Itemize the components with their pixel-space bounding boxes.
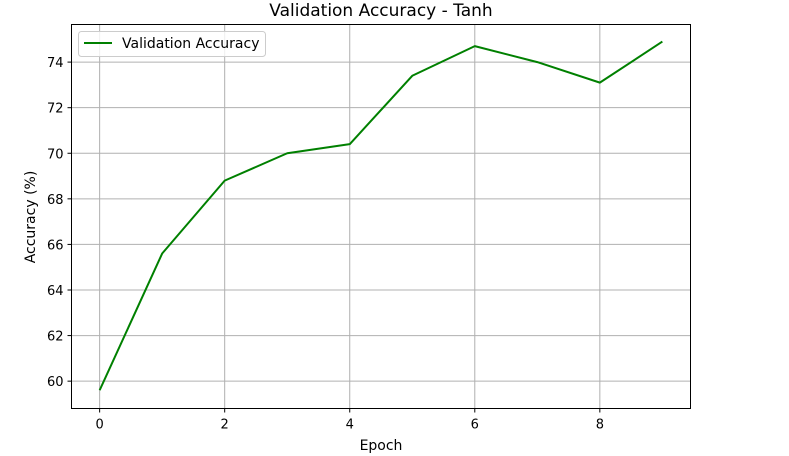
- chart-title: Validation Accuracy - Tanh: [269, 1, 492, 21]
- data-point: [474, 45, 476, 47]
- x-tick-label: 8: [596, 418, 604, 433]
- data-point: [224, 180, 226, 182]
- y-tick-label: 70: [47, 147, 64, 162]
- y-tick-label: 64: [47, 284, 64, 299]
- y-tick-label: 62: [47, 330, 64, 345]
- data-point: [99, 389, 101, 391]
- y-tick-label: 68: [47, 193, 64, 208]
- x-tick-label: 6: [471, 418, 479, 433]
- legend: Validation Accuracy: [78, 31, 266, 57]
- data-point: [599, 82, 601, 84]
- data-point: [661, 41, 663, 43]
- y-tick-label: 72: [47, 102, 64, 117]
- series-layer: [98, 40, 663, 391]
- x-tick-label: 2: [221, 418, 229, 433]
- x-axis-label: Epoch: [360, 438, 403, 454]
- data-point: [286, 152, 288, 154]
- series-line: [98, 40, 663, 391]
- x-tick-label: 0: [95, 418, 103, 433]
- grid: [71, 24, 691, 409]
- y-tick-label: 66: [47, 238, 64, 253]
- y-tick-label: 60: [47, 375, 64, 390]
- data-point: [161, 253, 163, 255]
- plot-frame: [71, 24, 691, 409]
- y-tick-label: 74: [47, 56, 64, 71]
- data-point: [536, 61, 538, 63]
- data-point: [411, 75, 413, 77]
- y-axis-label: Accuracy (%): [23, 171, 39, 264]
- x-tick-label: 4: [346, 418, 354, 433]
- data-point: [349, 143, 351, 145]
- legend-box: [78, 31, 266, 57]
- legend-label: Validation Accuracy: [122, 36, 260, 52]
